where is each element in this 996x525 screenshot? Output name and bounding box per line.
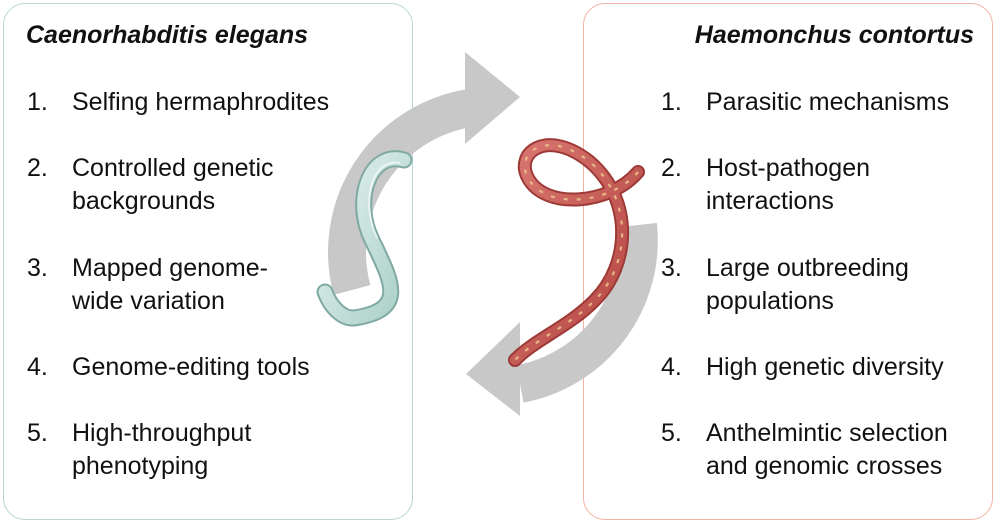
- c-elegans-panel: Caenorhabditis elegans 1. Selfing hermap…: [3, 3, 413, 520]
- item-number: 3.: [661, 254, 682, 282]
- item-number: 2.: [27, 154, 48, 182]
- item-number: 1.: [661, 88, 682, 116]
- item-number: 5.: [27, 419, 48, 447]
- item-number: 5.: [661, 419, 682, 447]
- cycle-arrows-icon: [328, 52, 658, 416]
- item-text: High genetic diversity: [706, 353, 944, 381]
- h-contortus-panel: Haemonchus contortus 1. Parasitic mechan…: [583, 3, 993, 520]
- item-text: Genome-editing tools: [72, 353, 310, 381]
- item-number: 4.: [27, 353, 48, 381]
- item-text: Selfing hermaphrodites: [72, 88, 330, 116]
- item-text: Anthelmintic selection and genomic cross…: [706, 419, 948, 480]
- c-elegans-worm-icon: [316, 150, 413, 327]
- h-contortus-worm-icon: [508, 138, 645, 367]
- item-number: 2.: [661, 154, 682, 182]
- item-number: 1.: [27, 88, 48, 116]
- h-contortus-title: Haemonchus contortus: [694, 21, 974, 49]
- item-text: Mapped genome-wide variation: [72, 254, 268, 315]
- item-text: Large outbreeding populations: [706, 254, 909, 315]
- item-text: High-throughput phenotyping: [72, 419, 252, 480]
- item-number: 4.: [661, 353, 682, 381]
- item-text: Host-pathogen interactions: [706, 154, 871, 215]
- item-number: 3.: [27, 254, 48, 282]
- c-elegans-title: Caenorhabditis elegans: [26, 21, 309, 49]
- item-text: Controlled genetic backgrounds: [72, 154, 274, 215]
- item-text: Parasitic mechanisms: [706, 88, 950, 116]
